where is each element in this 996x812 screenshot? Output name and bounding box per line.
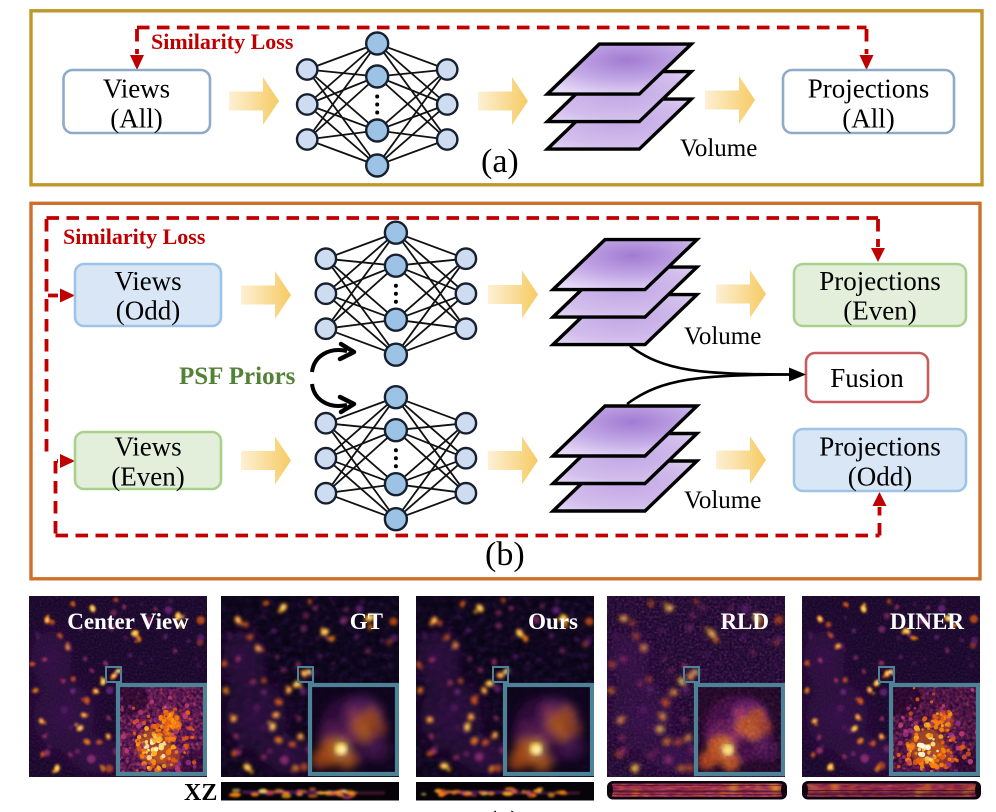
svg-text:Projections: Projections bbox=[819, 266, 941, 296]
svg-text:Views: Views bbox=[114, 432, 181, 462]
svg-text:Ours: Ours bbox=[528, 609, 578, 634]
svg-text:Fusion: Fusion bbox=[830, 363, 904, 393]
svg-text:GT: GT bbox=[350, 609, 383, 634]
svg-text:PSF Priors: PSF Priors bbox=[179, 363, 296, 390]
svg-text:XZ: XZ bbox=[184, 780, 217, 806]
svg-text:(Even): (Even) bbox=[111, 462, 184, 492]
svg-text:DINER: DINER bbox=[890, 609, 965, 634]
svg-text:RLD: RLD bbox=[720, 609, 769, 634]
svg-text:(a): (a) bbox=[481, 143, 519, 180]
svg-text:Similarity Loss: Similarity Loss bbox=[63, 224, 206, 249]
svg-text:(b): (b) bbox=[485, 536, 525, 573]
svg-text:(Odd): (Odd) bbox=[116, 296, 180, 326]
svg-text:Volume: Volume bbox=[680, 135, 757, 162]
svg-text:Center View: Center View bbox=[67, 609, 189, 634]
svg-text:Projections: Projections bbox=[819, 432, 941, 462]
svg-text:Projections: Projections bbox=[808, 74, 930, 104]
svg-text:Similarity Loss: Similarity Loss bbox=[151, 29, 294, 54]
svg-text:Views: Views bbox=[114, 266, 181, 296]
svg-text:(Even): (Even) bbox=[843, 296, 916, 326]
svg-text:Volume: Volume bbox=[684, 487, 761, 514]
svg-text:(All): (All) bbox=[842, 104, 894, 134]
svg-text:(c): (c) bbox=[487, 805, 520, 812]
svg-text:(Odd): (Odd) bbox=[848, 462, 912, 492]
svg-text:Views: Views bbox=[103, 74, 170, 104]
svg-text:Volume: Volume bbox=[684, 323, 761, 350]
svg-text:(All): (All) bbox=[110, 104, 162, 134]
